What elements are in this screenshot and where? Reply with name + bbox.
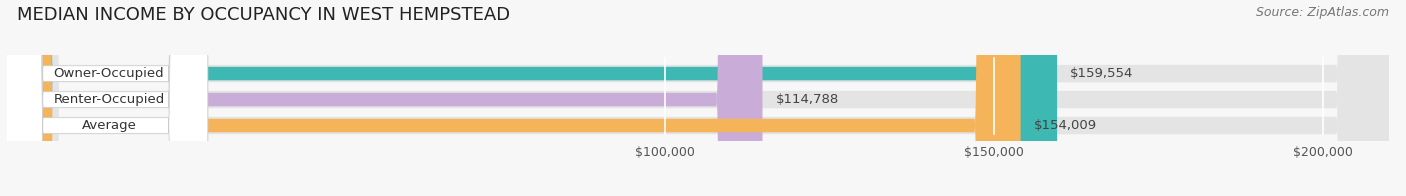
FancyBboxPatch shape (7, 0, 1021, 196)
Text: $114,788: $114,788 (776, 93, 839, 106)
FancyBboxPatch shape (4, 0, 208, 196)
FancyBboxPatch shape (7, 0, 1389, 196)
FancyBboxPatch shape (7, 0, 762, 196)
Text: MEDIAN INCOME BY OCCUPANCY IN WEST HEMPSTEAD: MEDIAN INCOME BY OCCUPANCY IN WEST HEMPS… (17, 6, 510, 24)
Text: Renter-Occupied: Renter-Occupied (53, 93, 165, 106)
FancyBboxPatch shape (7, 0, 1389, 196)
FancyBboxPatch shape (7, 0, 1057, 196)
Text: Owner-Occupied: Owner-Occupied (53, 67, 165, 80)
Text: $159,554: $159,554 (1070, 67, 1133, 80)
Text: $154,009: $154,009 (1033, 119, 1097, 132)
Text: Average: Average (82, 119, 136, 132)
FancyBboxPatch shape (4, 0, 208, 196)
FancyBboxPatch shape (7, 0, 1389, 196)
FancyBboxPatch shape (4, 0, 208, 196)
Text: Source: ZipAtlas.com: Source: ZipAtlas.com (1256, 6, 1389, 19)
